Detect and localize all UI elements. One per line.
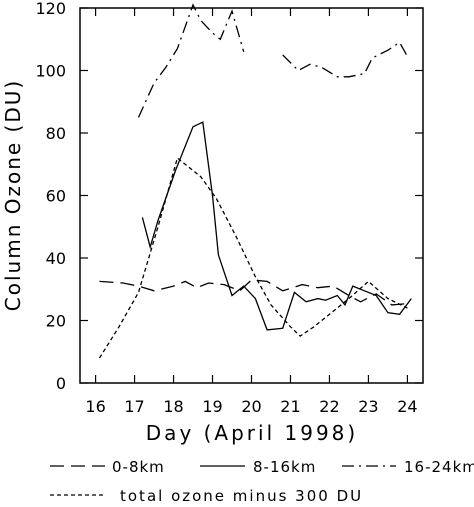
x-tick-label: 23 xyxy=(358,397,378,416)
y-tick-label: 80 xyxy=(46,124,66,143)
x-tick-label: 21 xyxy=(280,397,300,416)
x-tick-label: 16 xyxy=(85,397,105,416)
legend-label: total ozone minus 300 DU xyxy=(120,487,363,505)
x-tick-label: 22 xyxy=(319,397,339,416)
legend: 0-8km 8-16km 16-24km total ozone minus 300 … xyxy=(50,458,474,505)
series-line-2-1 xyxy=(282,41,408,78)
series-line-2-0 xyxy=(137,3,245,118)
axis-ticks: 16 17 18 19 20 21 22 23 24 0 20 40 60 80 100 120 xyxy=(35,0,423,416)
y-tick-label: 0 xyxy=(56,374,66,393)
legend-label: 8-16km xyxy=(253,458,316,476)
legend-label: 16-24km xyxy=(404,458,474,476)
y-tick-label: 120 xyxy=(35,0,66,18)
x-tick-label: 20 xyxy=(241,397,261,416)
y-tick-label: 40 xyxy=(46,249,66,268)
x-tick-label: 18 xyxy=(163,397,183,416)
series-lines xyxy=(98,3,412,359)
legend-label: 0-8km xyxy=(112,458,165,476)
y-tick-label: 100 xyxy=(35,62,66,81)
plot-frame xyxy=(79,7,424,384)
y-axis-label: Column Ozone (DU) xyxy=(1,79,25,311)
series-line-3-0 xyxy=(98,156,408,359)
x-axis-label: Day (April 1998) xyxy=(146,421,358,445)
x-tick-label: 24 xyxy=(397,397,417,416)
series-line-0-0 xyxy=(99,279,412,306)
y-tick-label: 60 xyxy=(46,187,66,206)
y-tick-label: 20 xyxy=(46,312,66,331)
series-line-1-0 xyxy=(141,121,412,331)
x-tick-label: 17 xyxy=(124,397,144,416)
x-tick-label: 19 xyxy=(202,397,222,416)
